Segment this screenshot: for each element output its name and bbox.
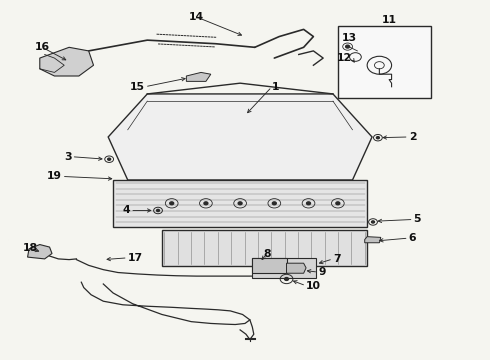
Circle shape xyxy=(204,202,208,205)
Circle shape xyxy=(238,202,242,205)
Text: 4: 4 xyxy=(122,206,130,216)
Text: 3: 3 xyxy=(64,152,72,162)
Circle shape xyxy=(307,202,311,205)
Text: 18: 18 xyxy=(23,243,38,253)
Circle shape xyxy=(272,202,276,205)
Circle shape xyxy=(345,45,349,48)
Polygon shape xyxy=(113,180,367,226)
Bar xyxy=(252,258,287,273)
Polygon shape xyxy=(40,47,94,76)
Polygon shape xyxy=(162,230,367,266)
Text: 2: 2 xyxy=(409,132,416,142)
Text: 6: 6 xyxy=(409,233,416,243)
Polygon shape xyxy=(27,244,52,259)
Text: 15: 15 xyxy=(130,82,145,92)
Text: 5: 5 xyxy=(414,215,421,224)
Bar xyxy=(252,258,316,278)
Polygon shape xyxy=(365,237,381,243)
Circle shape xyxy=(170,202,173,205)
Text: 7: 7 xyxy=(333,254,341,264)
Text: 14: 14 xyxy=(189,12,204,22)
Circle shape xyxy=(157,210,159,212)
Text: 1: 1 xyxy=(272,82,279,92)
Circle shape xyxy=(285,278,289,280)
Text: 19: 19 xyxy=(47,171,62,181)
Text: 16: 16 xyxy=(35,42,50,52)
Circle shape xyxy=(371,221,374,223)
Circle shape xyxy=(336,202,340,205)
Polygon shape xyxy=(287,263,306,273)
Text: 10: 10 xyxy=(306,281,321,291)
Text: 12: 12 xyxy=(337,53,351,63)
Circle shape xyxy=(108,158,111,160)
Circle shape xyxy=(376,136,379,139)
Text: 9: 9 xyxy=(318,267,326,277)
Bar xyxy=(338,26,431,98)
Text: 17: 17 xyxy=(128,253,143,263)
Text: 8: 8 xyxy=(263,248,271,258)
Polygon shape xyxy=(186,72,211,81)
Text: 11: 11 xyxy=(382,15,396,26)
Polygon shape xyxy=(108,94,372,180)
Text: 13: 13 xyxy=(342,33,357,43)
